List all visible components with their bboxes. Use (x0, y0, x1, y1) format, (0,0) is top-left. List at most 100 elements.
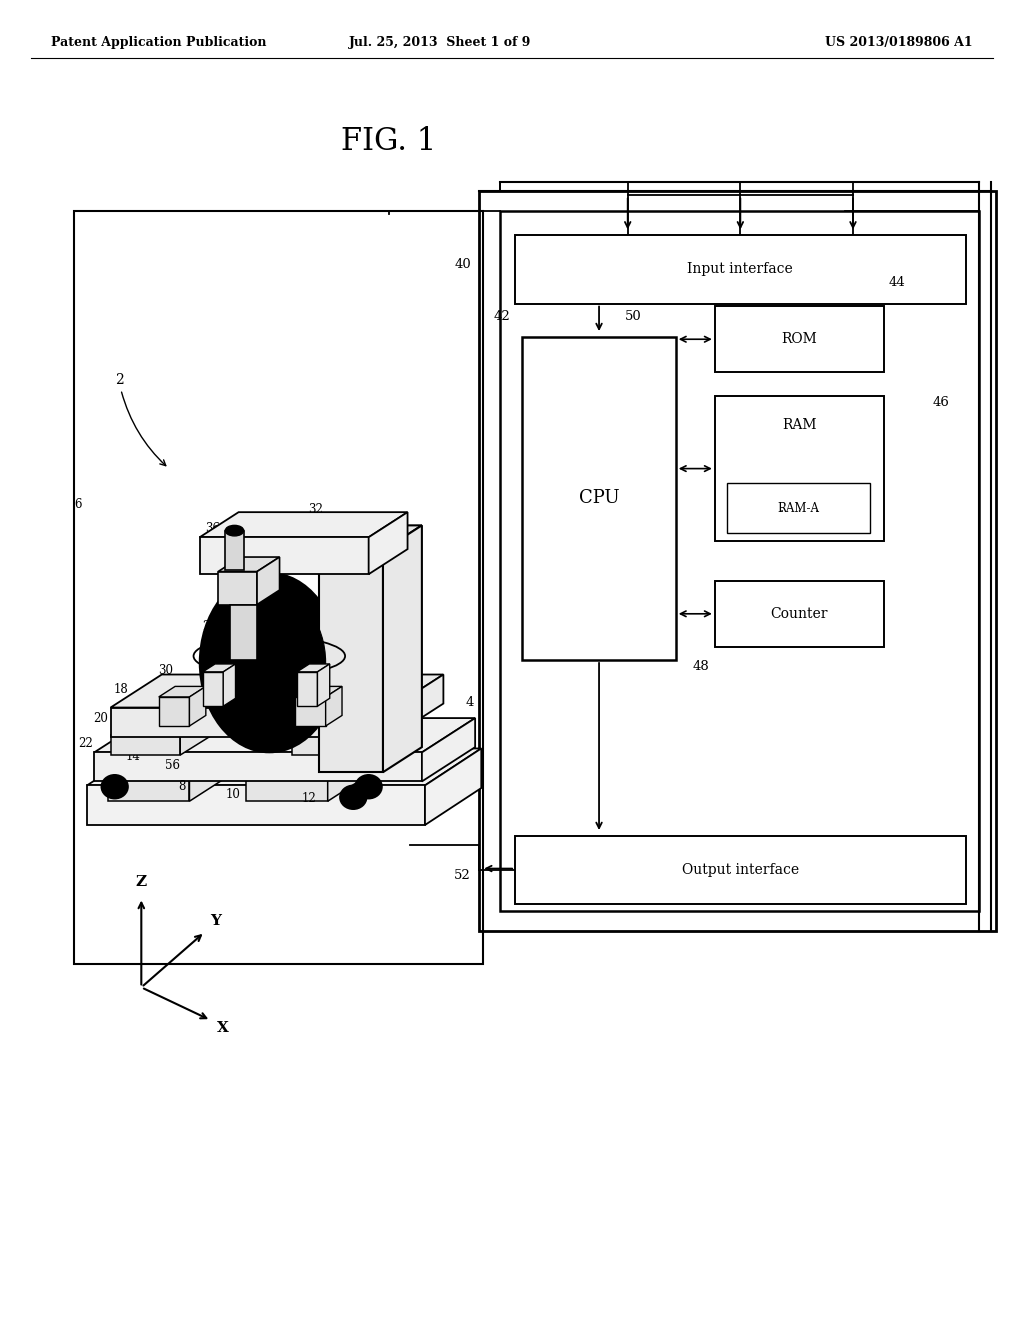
Polygon shape (159, 697, 189, 726)
Polygon shape (180, 714, 214, 755)
Polygon shape (203, 672, 223, 706)
Polygon shape (94, 752, 422, 781)
Polygon shape (94, 718, 475, 752)
Polygon shape (203, 664, 236, 672)
Bar (225, 531, 244, 570)
Text: 14: 14 (126, 750, 140, 763)
Polygon shape (297, 664, 330, 672)
Polygon shape (319, 550, 383, 772)
Text: 18: 18 (114, 682, 128, 696)
Text: 20: 20 (93, 711, 108, 725)
Text: Jul. 25, 2013  Sheet 1 of 9: Jul. 25, 2013 Sheet 1 of 9 (349, 36, 531, 49)
Polygon shape (111, 735, 180, 755)
Polygon shape (200, 512, 408, 537)
Text: 28: 28 (203, 620, 217, 634)
Text: 46: 46 (933, 396, 949, 409)
Polygon shape (108, 780, 189, 801)
Text: X: X (217, 1022, 229, 1035)
Bar (500, 211, 979, 911)
Text: 24: 24 (257, 672, 271, 685)
Text: Output interface: Output interface (682, 863, 799, 876)
Polygon shape (319, 525, 422, 550)
Polygon shape (189, 755, 228, 801)
Polygon shape (257, 557, 280, 605)
Ellipse shape (101, 775, 128, 799)
Text: 58: 58 (387, 713, 401, 726)
Bar (515, 836, 966, 904)
Polygon shape (369, 512, 408, 574)
Bar (522, 337, 676, 660)
Polygon shape (108, 755, 228, 780)
Polygon shape (361, 714, 395, 755)
Text: 24: 24 (175, 684, 189, 697)
Text: 35: 35 (370, 537, 384, 550)
Polygon shape (425, 748, 481, 825)
Bar (727, 483, 870, 533)
Text: 60: 60 (399, 690, 414, 704)
Polygon shape (189, 686, 206, 726)
Ellipse shape (225, 525, 244, 536)
Text: 12: 12 (302, 792, 316, 805)
Text: FIG. 1: FIG. 1 (341, 125, 437, 157)
Text: 32: 32 (308, 503, 323, 516)
Text: 36: 36 (206, 521, 220, 535)
Text: 8: 8 (178, 780, 186, 793)
Text: 2: 2 (115, 374, 124, 387)
Text: 40: 40 (455, 257, 471, 271)
Text: US 2013/0189806 A1: US 2013/0189806 A1 (825, 36, 973, 49)
Text: 4: 4 (466, 696, 474, 709)
Bar (479, 191, 996, 931)
Text: 26: 26 (230, 578, 245, 591)
Bar (74, 211, 483, 964)
Text: 42: 42 (494, 310, 510, 323)
Text: 48: 48 (693, 660, 710, 673)
Text: Patent Application Publication: Patent Application Publication (51, 36, 266, 49)
Text: 56: 56 (165, 759, 179, 772)
Text: 30: 30 (159, 664, 173, 677)
Polygon shape (87, 748, 481, 785)
Text: Y: Y (211, 915, 221, 928)
Polygon shape (295, 686, 342, 697)
Text: 6: 6 (74, 498, 82, 511)
Ellipse shape (340, 785, 367, 809)
Text: ROM: ROM (781, 333, 817, 346)
Polygon shape (326, 686, 342, 726)
Circle shape (200, 573, 339, 752)
Polygon shape (246, 755, 367, 780)
Text: Input interface: Input interface (687, 263, 794, 276)
Text: 10: 10 (226, 788, 241, 801)
Polygon shape (246, 780, 328, 801)
Polygon shape (292, 714, 395, 735)
Polygon shape (218, 557, 280, 572)
Polygon shape (200, 537, 369, 574)
Polygon shape (218, 572, 257, 605)
Text: 52: 52 (455, 869, 471, 882)
Polygon shape (292, 735, 361, 755)
Text: ·   ·   ·: · · · (779, 506, 819, 519)
Text: 50: 50 (625, 310, 641, 323)
Text: 16: 16 (374, 656, 388, 669)
Circle shape (213, 590, 326, 735)
Polygon shape (317, 664, 330, 706)
Polygon shape (111, 675, 443, 708)
Polygon shape (295, 697, 326, 726)
Text: RAM: RAM (782, 418, 816, 432)
Bar (715, 396, 884, 541)
Text: 38: 38 (278, 558, 292, 572)
Bar (515, 235, 966, 304)
Text: CPU: CPU (579, 490, 620, 507)
Polygon shape (383, 525, 422, 772)
Text: 30: 30 (339, 638, 353, 651)
Polygon shape (111, 714, 214, 735)
Polygon shape (297, 672, 317, 706)
Polygon shape (422, 718, 475, 781)
Text: Z: Z (136, 875, 146, 888)
Polygon shape (87, 785, 425, 825)
Polygon shape (392, 675, 443, 737)
Polygon shape (159, 686, 206, 697)
Text: Counter: Counter (770, 607, 828, 620)
Ellipse shape (355, 775, 382, 799)
Text: 34: 34 (388, 564, 402, 577)
Polygon shape (111, 708, 392, 737)
Polygon shape (328, 755, 367, 801)
